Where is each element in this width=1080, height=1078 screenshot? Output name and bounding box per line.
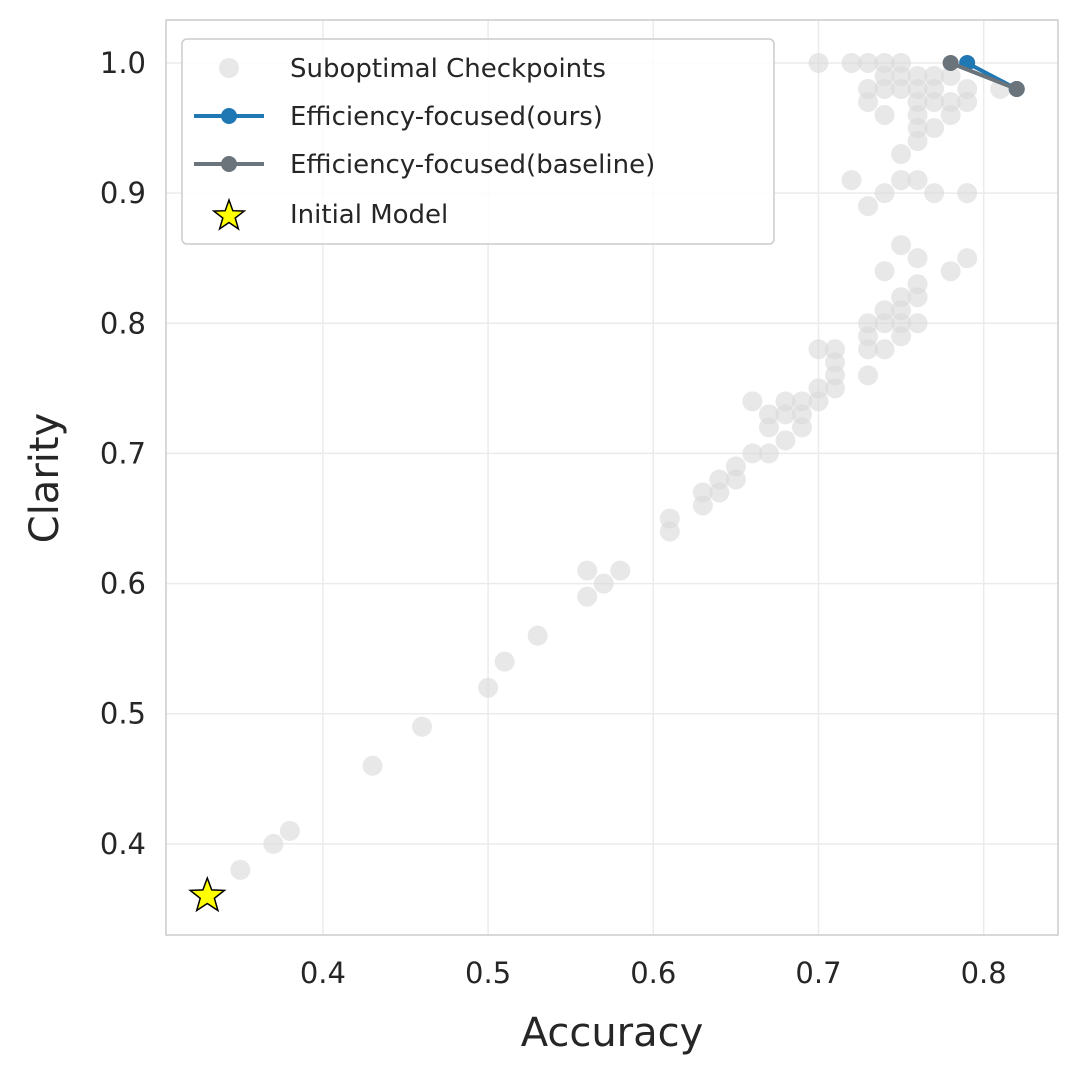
suboptimal-checkpoint-point	[957, 78, 978, 99]
suboptimal-checkpoint-point	[924, 65, 945, 86]
suboptimal-checkpoint-point	[230, 859, 251, 880]
legend: Suboptimal Checkpoints Efficiency-focuse…	[181, 38, 775, 245]
suboptimal-checkpoint-point	[874, 52, 895, 73]
suboptimal-checkpoint-point	[957, 248, 978, 269]
suboptimal-checkpoint-point	[593, 573, 614, 594]
suboptimal-checkpoint-point	[808, 52, 829, 73]
suboptimal-checkpoint-point	[841, 170, 862, 191]
suboptimal-checkpoint-point	[692, 482, 713, 503]
plot-frame	[165, 19, 1059, 936]
y-tick-label: 0.7	[100, 436, 146, 470]
suboptimal-checkpoint-point	[907, 170, 928, 191]
suboptimal-checkpoint-point	[907, 248, 928, 269]
suboptimal-checkpoint-point	[891, 287, 912, 308]
suboptimal-checkpoint-point	[775, 391, 796, 412]
suboptimal-checkpoint-point	[758, 443, 779, 464]
suboptimal-checkpoint-point	[940, 65, 961, 86]
suboptimal-checkpoint-point	[478, 677, 499, 698]
y-axis-label: Clarity	[22, 413, 68, 543]
suboptimal-checkpoint-point	[858, 313, 879, 334]
y-tick-label: 1.0	[100, 46, 146, 80]
suboptimal-checkpoint-point	[758, 404, 779, 425]
suboptimal-checkpoint-point	[891, 235, 912, 256]
suboptimal-checkpoint-point	[874, 105, 895, 126]
suboptimal-checkpoint-point	[742, 443, 763, 464]
suboptimal-checkpoint-point	[924, 183, 945, 204]
y-tick-label: 0.4	[100, 827, 146, 861]
suboptimal-checkpoint-point	[610, 560, 631, 581]
suboptimal-checkpoint-point	[858, 78, 879, 99]
suboptimal-checkpoint-point	[891, 52, 912, 73]
initial-model-star	[188, 875, 227, 913]
data-points	[188, 52, 1025, 913]
suboptimal-checkpoint-point	[808, 339, 829, 360]
legend-ours-marker	[221, 108, 237, 124]
legend-initial-marker	[211, 197, 247, 231]
suboptimal-checkpoint-point	[940, 91, 961, 112]
suboptimal-checkpoint-point	[791, 391, 812, 412]
efficiency-baseline-line	[949, 61, 1018, 91]
suboptimal-checkpoint-point	[494, 651, 515, 672]
suboptimal-checkpoint-point	[874, 183, 895, 204]
suboptimal-checkpoint-point	[279, 820, 300, 841]
suboptimal-checkpoint-point	[808, 378, 829, 399]
y-tick-labels: 0.4 0.5 0.6 0.7 0.8 0.9 1.0	[100, 46, 146, 861]
suboptimal-checkpoint-point	[957, 183, 978, 204]
suboptimal-checkpoint-point	[874, 261, 895, 282]
x-tick-label: 0.5	[465, 956, 511, 990]
efficiency-baseline-point	[942, 54, 959, 71]
suboptimal-checkpoint-point	[907, 274, 928, 295]
efficiency-baseline-point	[1008, 80, 1025, 97]
suboptimal-checkpoint-point	[891, 170, 912, 191]
suboptimal-checkpoint-point	[412, 716, 433, 737]
suboptimal-checkpoint-point	[874, 300, 895, 321]
suboptimal-checkpoint-point	[577, 560, 598, 581]
suboptimal-checkpoint-point	[858, 52, 879, 73]
x-axis-label: Accuracy	[521, 1010, 704, 1056]
suboptimal-checkpoint-point	[940, 261, 961, 282]
suboptimal-checkpoint-point	[858, 196, 879, 217]
suboptimal-checkpoint-point	[907, 313, 928, 334]
suboptimal-checkpoint-point	[825, 339, 845, 360]
suboptimal-checkpoint-point	[725, 456, 746, 477]
suboptimal-checkpoint-point	[709, 469, 730, 490]
legend-suboptimal-marker	[219, 58, 239, 78]
legend-baseline-marker	[221, 156, 237, 172]
suboptimal-checkpoint-point	[858, 365, 879, 386]
suboptimal-checkpoint-point	[659, 508, 680, 529]
legend-box	[181, 38, 775, 245]
y-tick-label: 0.9	[100, 176, 146, 210]
suboptimal-checkpoint-point	[841, 52, 862, 73]
legend-baseline-label: Efficiency-focused(baseline)	[290, 150, 655, 180]
x-tick-label: 0.4	[300, 956, 346, 990]
suboptimal-checkpoint-point	[527, 625, 548, 646]
x-tick-label: 0.8	[961, 956, 1007, 990]
suboptimal-checkpoint-point	[742, 391, 763, 412]
suboptimal-checkpoint-point	[362, 755, 383, 776]
legend-ours-label: Efficiency-focused(ours)	[290, 102, 603, 132]
y-tick-label: 0.5	[100, 697, 146, 731]
x-tick-label: 0.7	[795, 956, 841, 990]
suboptimal-checkpoint-point	[924, 118, 945, 139]
suboptimal-checkpoint-point	[775, 430, 796, 451]
y-tick-label: 0.6	[100, 567, 146, 601]
y-tick-label: 0.8	[100, 306, 146, 340]
suboptimal-checkpoint-point	[263, 833, 284, 854]
suboptimal-checkpoint-point	[907, 65, 928, 86]
x-tick-labels: 0.4 0.5 0.6 0.7 0.8	[300, 956, 1007, 990]
legend-initial-label: Initial Model	[290, 200, 448, 230]
suboptimal-checkpoint-point	[891, 144, 912, 165]
x-tick-label: 0.6	[630, 956, 676, 990]
legend-suboptimal-label: Suboptimal Checkpoints	[290, 54, 606, 84]
suboptimal-checkpoint-point	[577, 586, 598, 607]
suboptimal-checkpoint-point	[874, 339, 895, 360]
